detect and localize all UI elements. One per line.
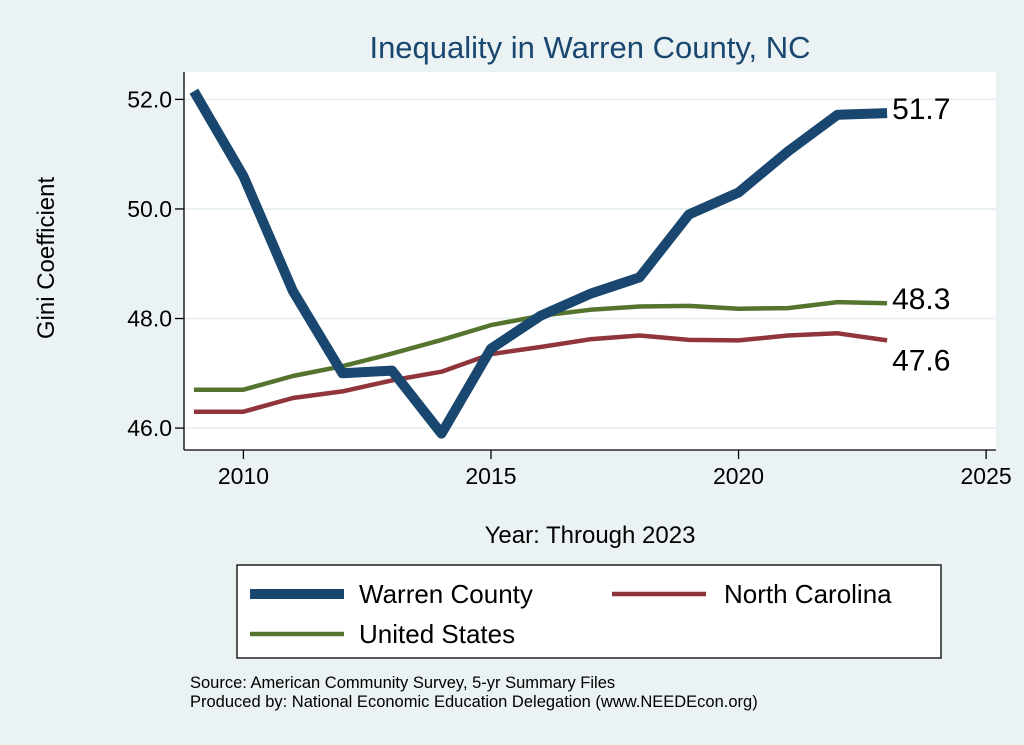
legend-label-warren-county: Warren County [359,579,533,609]
end-label-warren-county: 51.7 [892,93,950,126]
series-line-warren-county [189,88,888,439]
series-lines [189,88,888,439]
end-label-north-carolina: 47.6 [892,344,950,377]
legend: Warren County North Carolina United Stat… [236,564,942,659]
y-tick-label-2: 50.0 [127,196,172,222]
x-axis-title: Year: Through 2023 [485,522,696,549]
end-labels: 51.7 47.6 48.3 [892,93,950,377]
axes [183,72,996,451]
plot-area [184,72,996,450]
legend-label-north-carolina: North Carolina [724,579,892,609]
y-axis-title: Gini Coefficient [33,177,60,340]
legend-box [236,564,942,659]
y-tick-label-3: 52.0 [127,86,172,112]
x-tick-label-0: 2010 [218,463,269,489]
grid-lines [184,98,996,430]
y-axis-ticks: 46.0 48.0 50.0 52.0 [127,86,184,441]
source-note: Source: American Community Survey, 5-yr … [190,674,615,692]
end-label-united-states: 48.3 [892,283,950,316]
x-axis-ticks: 2010 2015 2020 2025 [218,450,1012,489]
x-tick-label-3: 2025 [961,463,1012,489]
chart-title: Inequality in Warren County, NC [369,30,810,65]
x-tick-label-2: 2020 [713,463,764,489]
legend-label-united-states: United States [359,619,515,649]
y-tick-label-1: 48.0 [127,306,172,332]
y-tick-label-0: 46.0 [127,415,172,441]
producer-note: Produced by: National Economic Education… [190,693,758,711]
series-line-north-carolina [193,331,888,414]
x-tick-label-1: 2015 [465,463,516,489]
